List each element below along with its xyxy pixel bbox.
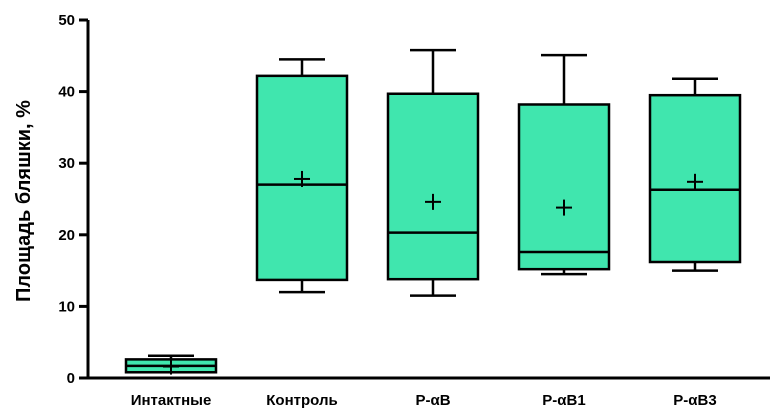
y-tick-label: 30: [58, 155, 75, 172]
x-tick-label: Контроль: [266, 392, 337, 409]
box-1: [255, 58, 349, 294]
x-tick-label: P-αB: [415, 392, 450, 409]
box-0: [124, 354, 218, 375]
box-series: [124, 48, 742, 375]
box-4: [648, 77, 742, 272]
y-tick-label: 10: [58, 298, 75, 315]
y-tick-label: 0: [67, 370, 75, 387]
x-tick-label: Интактные: [131, 392, 212, 409]
x-axis: Интактные Контроль P-αB P-αB1 P-αB3: [86, 376, 770, 409]
x-tick-label: P-αB3: [673, 392, 716, 409]
box-3: [517, 53, 611, 276]
y-tick-label: 50: [58, 12, 75, 29]
x-tick-label: P-αB1: [542, 392, 585, 409]
y-axis-label: Площадь бляшки, %: [13, 100, 35, 302]
box-iqr: [517, 103, 611, 271]
box-2: [386, 48, 480, 297]
y-axis: 0 10 20 30 40 50: [58, 12, 90, 387]
y-tick-label: 40: [58, 84, 75, 101]
y-tick-label: 20: [58, 227, 75, 244]
box-iqr: [386, 92, 480, 281]
